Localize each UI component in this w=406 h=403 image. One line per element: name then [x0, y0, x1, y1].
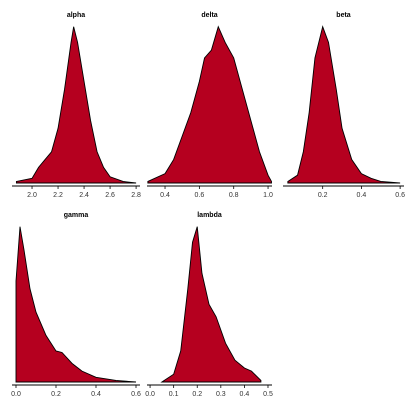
panel-title: beta: [336, 12, 351, 19]
x-tick-label: 0.8: [229, 192, 239, 199]
x-tick-label: 2.2: [53, 192, 63, 199]
x-tick-label: 0.1: [169, 391, 179, 398]
x-tick-label: 2.6: [105, 192, 115, 199]
panel-title: alpha: [67, 12, 85, 19]
x-tick-label: 0.4: [357, 192, 367, 199]
x-tick-label: 0.3: [216, 391, 226, 398]
panel-title: lambda: [197, 212, 222, 219]
x-tick-label: 0.5: [263, 391, 273, 398]
x-tick-label: 0.2: [318, 192, 328, 199]
x-tick-label: 0.6: [195, 192, 205, 199]
x-tick-label: 0.4: [91, 391, 101, 398]
density-area: [160, 226, 262, 383]
x-tick-label: 2.8: [131, 192, 141, 199]
x-tick-label: 0.0: [11, 391, 21, 398]
x-tick-label: 0.2: [51, 391, 61, 398]
x-tick-label: 2.0: [27, 192, 37, 199]
x-tick-label: 0.4: [160, 192, 170, 199]
x-tick-label: 0.2: [192, 391, 202, 398]
x-tick-label: 1.0: [263, 192, 273, 199]
x-tick-label: 0.6: [395, 192, 405, 199]
panel-title: gamma: [64, 212, 89, 219]
density-area: [15, 226, 137, 383]
x-tick-label: 0.4: [240, 391, 250, 398]
density-area: [287, 25, 401, 184]
density-area: [147, 25, 272, 184]
panel-title: delta: [201, 12, 217, 19]
density-area: [15, 26, 137, 184]
x-tick-label: 0.6: [131, 391, 141, 398]
x-tick-label: 0.0: [145, 391, 155, 398]
x-tick-label: 2.4: [79, 192, 89, 199]
